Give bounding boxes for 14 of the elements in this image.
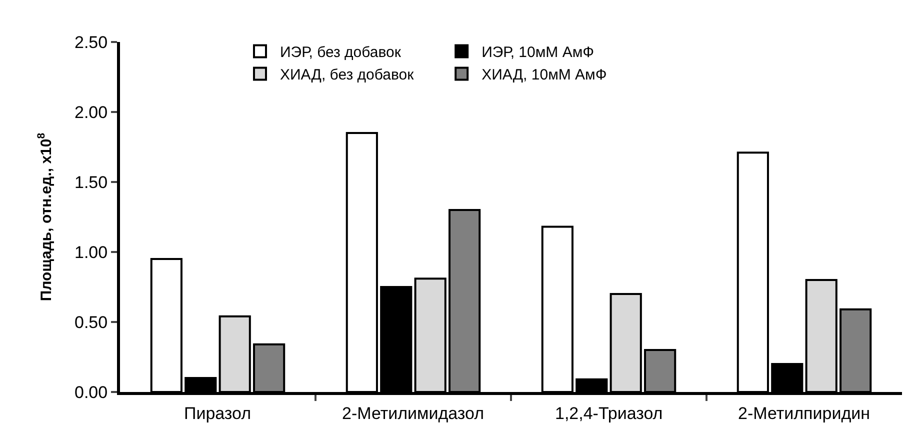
y-tick-label: 2.50 (74, 32, 108, 52)
y-tick-label: 0.50 (74, 312, 108, 332)
x-tick-label: 2-Метилимидазол (342, 404, 484, 423)
y-tick-label: 1.00 (74, 242, 108, 262)
x-tick-label: Пиразол (184, 404, 252, 423)
x-tick-label: 1,2,4-Триазол (555, 404, 663, 423)
y-tick-label: 0.00 (74, 382, 108, 402)
legend-label: ХИАД, без добавок (280, 66, 414, 84)
legend-label: ХИАД, 10мМ АмФ (482, 66, 607, 84)
legend-label: ИЭР, без добавок (280, 44, 402, 62)
y-tick-label: 2.00 (74, 102, 108, 122)
x-tick-label: 2-Метилпиридин (738, 404, 870, 423)
legend-label: ИЭР, 10мМ АмФ (482, 44, 594, 62)
y-tick-label: 1.50 (74, 172, 108, 192)
